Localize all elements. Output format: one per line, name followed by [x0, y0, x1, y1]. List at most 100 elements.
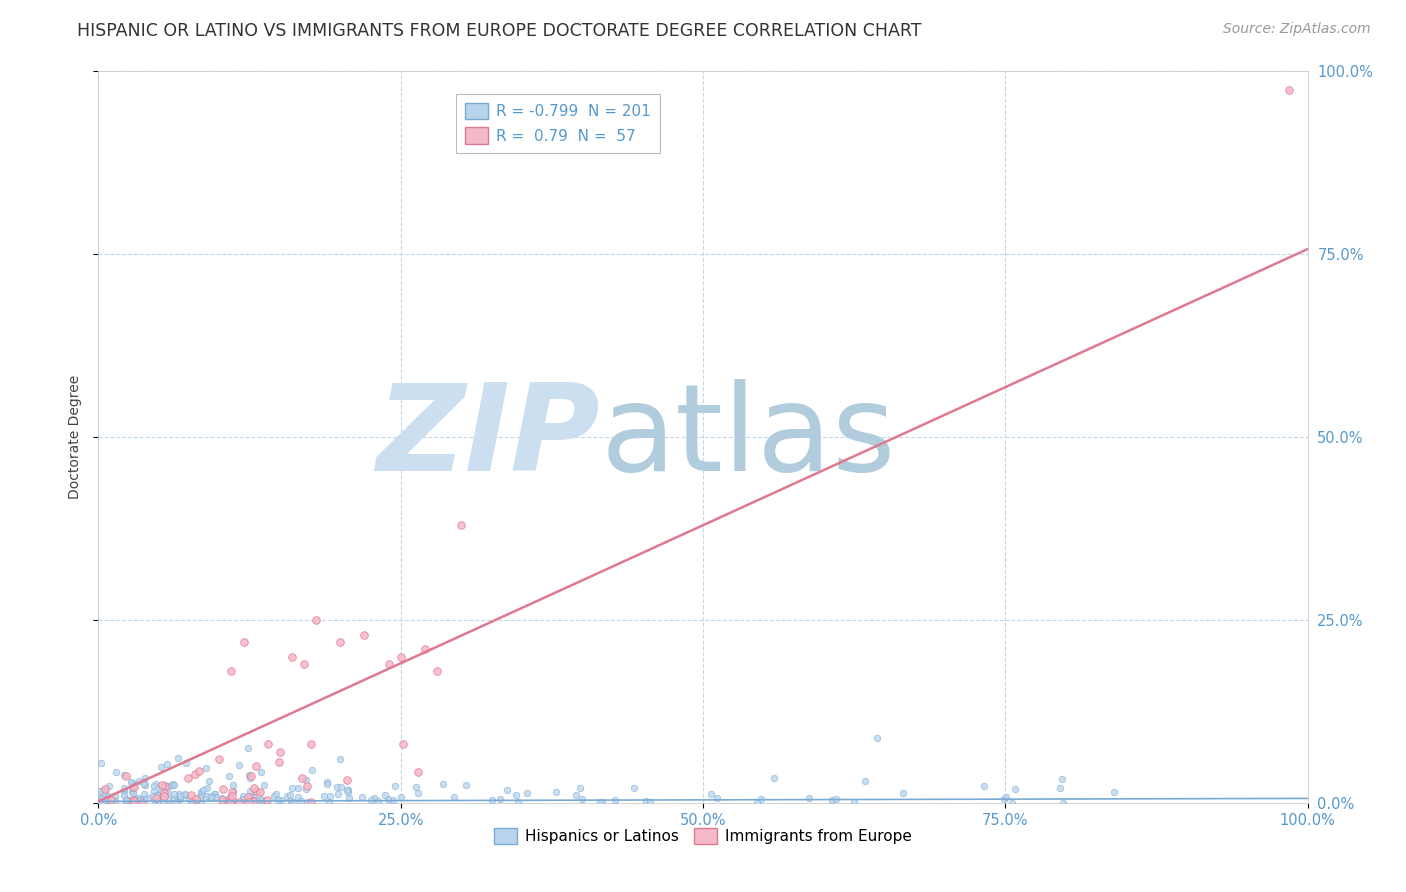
- Point: [91, 795, 114, 809]
- Point: [745, 796, 768, 810]
- Point: [292, 657, 315, 671]
- Point: [165, 796, 187, 810]
- Point: [134, 777, 156, 791]
- Point: [337, 785, 360, 799]
- Point: [337, 782, 360, 797]
- Point: [128, 774, 150, 789]
- Point: [122, 777, 145, 791]
- Point: [155, 779, 177, 793]
- Point: [456, 778, 478, 792]
- Point: [222, 784, 245, 798]
- Point: [239, 768, 262, 782]
- Y-axis label: Doctorate Degree: Doctorate Degree: [69, 375, 83, 500]
- Point: [145, 777, 167, 791]
- Point: [97, 789, 120, 804]
- Point: [278, 788, 301, 802]
- Point: [406, 786, 429, 800]
- Point: [195, 761, 218, 775]
- Point: [238, 767, 260, 781]
- Point: [131, 796, 153, 810]
- Point: [329, 752, 352, 766]
- Point: [152, 778, 174, 792]
- Point: [238, 796, 260, 810]
- Point: [156, 787, 179, 801]
- Point: [287, 781, 309, 796]
- Point: [516, 786, 538, 800]
- Point: [374, 788, 396, 802]
- Point: [281, 649, 304, 664]
- Point: [276, 789, 298, 804]
- Point: [150, 760, 173, 774]
- Point: [93, 783, 115, 797]
- Legend: Hispanics or Latinos, Immigrants from Europe: Hispanics or Latinos, Immigrants from Eu…: [488, 822, 918, 850]
- Point: [215, 793, 238, 807]
- Point: [1001, 796, 1024, 810]
- Point: [249, 785, 271, 799]
- Point: [377, 792, 399, 806]
- Point: [353, 627, 375, 641]
- Point: [160, 778, 183, 792]
- Point: [174, 788, 197, 802]
- Point: [329, 780, 352, 794]
- Point: [281, 780, 304, 795]
- Point: [100, 794, 122, 808]
- Point: [166, 792, 188, 806]
- Point: [638, 795, 661, 809]
- Point: [568, 780, 591, 795]
- Point: [242, 794, 264, 808]
- Point: [1278, 83, 1301, 97]
- Point: [352, 789, 374, 804]
- Point: [253, 778, 276, 792]
- Point: [221, 664, 243, 678]
- Point: [190, 789, 212, 804]
- Point: [363, 790, 385, 805]
- Point: [100, 793, 122, 807]
- Point: [121, 780, 143, 795]
- Point: [797, 791, 820, 805]
- Point: [186, 794, 208, 808]
- Point: [141, 789, 163, 803]
- Point: [129, 793, 152, 807]
- Point: [1050, 772, 1073, 786]
- Point: [408, 764, 430, 779]
- Point: [280, 793, 302, 807]
- Point: [94, 782, 117, 797]
- Point: [295, 779, 318, 793]
- Point: [179, 792, 201, 806]
- Point: [121, 785, 143, 799]
- Point: [544, 785, 567, 799]
- Point: [120, 796, 142, 810]
- Point: [153, 785, 176, 799]
- Text: ZIP: ZIP: [377, 378, 600, 496]
- Point: [749, 792, 772, 806]
- Point: [90, 790, 112, 805]
- Point: [866, 731, 889, 745]
- Point: [636, 794, 658, 808]
- Point: [329, 635, 352, 649]
- Point: [506, 795, 529, 809]
- Point: [405, 780, 427, 794]
- Point: [1049, 780, 1071, 795]
- Point: [89, 784, 111, 798]
- Point: [150, 778, 173, 792]
- Point: [162, 777, 184, 791]
- Point: [232, 789, 254, 803]
- Point: [122, 794, 145, 808]
- Point: [245, 793, 267, 807]
- Point: [993, 792, 1015, 806]
- Point: [152, 789, 174, 803]
- Point: [122, 786, 145, 800]
- Point: [104, 789, 127, 803]
- Point: [426, 664, 449, 678]
- Point: [124, 792, 146, 806]
- Point: [336, 783, 359, 797]
- Point: [114, 795, 136, 809]
- Point: [297, 796, 319, 810]
- Point: [299, 795, 322, 809]
- Point: [150, 785, 173, 799]
- Point: [114, 788, 136, 802]
- Point: [1102, 785, 1125, 799]
- Point: [146, 789, 169, 803]
- Point: [291, 771, 314, 785]
- Point: [269, 745, 291, 759]
